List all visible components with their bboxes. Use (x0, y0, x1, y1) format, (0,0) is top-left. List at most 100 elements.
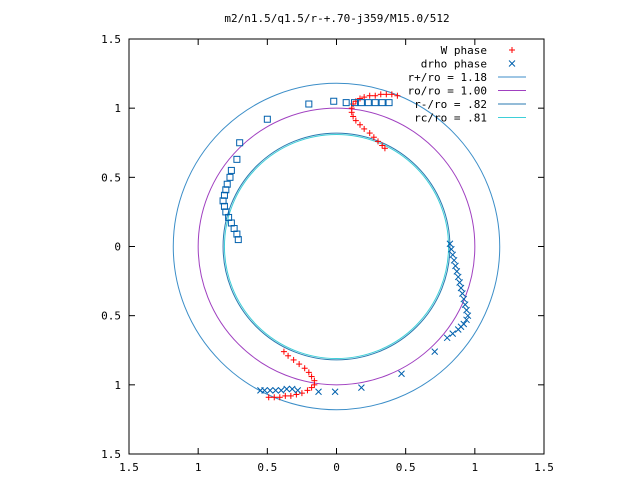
data-point-s1-12 (463, 306, 470, 314)
data-point-s2-17 (330, 97, 338, 105)
data-point-s2-10 (223, 180, 231, 188)
circle-0 (172, 82, 501, 411)
legend-label: rc/ro = .81 (414, 112, 487, 125)
data-point-s1-20 (431, 348, 439, 355)
data-point-s2-12 (227, 166, 235, 174)
data-point-s1-23 (331, 388, 339, 396)
data-point-s0-35 (282, 392, 289, 399)
data-point-s0-24 (296, 361, 303, 368)
legend-label: W phase (441, 44, 487, 57)
data-point-s1-6 (454, 273, 462, 281)
circle-1 (197, 107, 476, 386)
data-point-s1-29 (272, 387, 279, 394)
data-point-s0-9 (394, 92, 401, 99)
y-tick-label: 0 (114, 241, 121, 254)
legend-sample (509, 47, 515, 53)
data-point-s0-18 (375, 138, 381, 145)
data-point-s0-36 (276, 394, 283, 401)
data-point-s0-15 (361, 125, 368, 132)
data-point-s1-21 (398, 370, 405, 378)
data-point-s0-34 (287, 392, 294, 399)
data-point-s0-17 (370, 134, 377, 141)
data-point-s0-16 (366, 130, 373, 137)
data-point-s1-0 (446, 240, 454, 248)
y-tick-label: 1 (114, 102, 121, 115)
data-point-s1-11 (461, 301, 469, 308)
data-point-s1-13 (464, 312, 472, 320)
x-tick-label: 1.5 (534, 461, 554, 474)
data-point-s1-1 (447, 245, 455, 253)
legend-label: drho phase (421, 58, 487, 71)
data-point-s1-10 (460, 295, 468, 303)
legend-label: r-/ro = .82 (414, 98, 487, 111)
data-point-s0-26 (305, 369, 312, 376)
data-point-s1-25 (294, 387, 302, 394)
data-point-s0-23 (290, 356, 297, 363)
data-point-s0-8 (388, 91, 395, 98)
data-point-s0-5 (372, 92, 379, 99)
data-point-s1-17 (454, 326, 462, 333)
data-point-s0-37 (271, 394, 278, 401)
axis-ticks: 1.5 1 0.5 0 0.5 1 1.51.510.500.511.5 (101, 33, 554, 474)
data-point-s2-22 (371, 99, 379, 107)
data-point-s1-2 (449, 251, 457, 259)
data-point-s0-7 (383, 91, 390, 98)
data-point-s0-33 (293, 391, 300, 398)
data-point-s1-22 (358, 384, 365, 391)
circle-2 (222, 132, 451, 361)
data-point-s0-3 (361, 94, 368, 101)
data-point-s0-12 (350, 113, 357, 120)
data-point-s0-32 (298, 390, 305, 397)
y-tick-label: 1 (114, 379, 121, 392)
data-point-s1-28 (277, 387, 285, 394)
data-point-s0-31 (304, 387, 311, 394)
y-tick-label: 1.5 (101, 33, 121, 46)
data-point-s2-14 (236, 139, 244, 147)
data-point-s0-2 (357, 95, 364, 102)
chart-title: m2/n1.5/q1.5/r-+.70-j359/M15.0/512 (224, 12, 449, 25)
data-point-s1-26 (288, 385, 296, 393)
data-point-s1-19 (443, 334, 451, 342)
data-point-s0-22 (285, 352, 292, 359)
data-point-s0-38 (265, 394, 272, 401)
data-point-s1-14 (463, 316, 470, 324)
data-point-s1-18 (449, 330, 457, 338)
x-tick-label: 1 (195, 461, 202, 474)
legend-label: ro/ro = 1.00 (408, 85, 487, 98)
data-point-s2-18 (342, 99, 350, 107)
x-tick-label: 1 (472, 461, 479, 474)
data-point-s1-27 (283, 385, 291, 393)
data-series (219, 91, 472, 401)
data-point-s1-3 (450, 256, 458, 264)
data-point-s1-8 (457, 284, 465, 292)
data-point-s0-20 (381, 145, 388, 152)
data-point-s0-21 (280, 348, 287, 355)
data-point-s0-19 (379, 142, 386, 149)
y-tick-label: 0.5 (101, 310, 121, 323)
data-point-s2-19 (350, 99, 358, 107)
legend-sample (508, 60, 516, 67)
data-point-s0-27 (308, 373, 315, 380)
data-point-s0-25 (301, 365, 308, 372)
data-point-s0-11 (348, 109, 355, 116)
data-point-s1-5 (453, 268, 461, 275)
data-point-s0-14 (357, 121, 364, 128)
data-point-s1-32 (257, 387, 264, 394)
x-tick-label: 0.5 (396, 461, 416, 474)
data-point-s2-16 (305, 100, 313, 108)
data-point-s1-7 (456, 279, 463, 286)
x-tick-label: 0.5 (257, 461, 277, 474)
data-point-s2-23 (378, 99, 386, 107)
data-point-s1-30 (266, 387, 274, 394)
data-point-s0-6 (377, 91, 384, 98)
data-point-s0-4 (366, 92, 373, 99)
y-tick-label: 0.5 (101, 171, 121, 184)
data-point-s0-29 (311, 381, 318, 388)
legend-label: r+/ro = 1.18 (408, 71, 487, 84)
data-point-s2-11 (226, 173, 234, 181)
data-point-s2-24 (385, 99, 393, 107)
circle-3 (223, 133, 450, 360)
x-tick-label: 0 (333, 461, 340, 474)
data-point-s0-13 (352, 117, 359, 124)
